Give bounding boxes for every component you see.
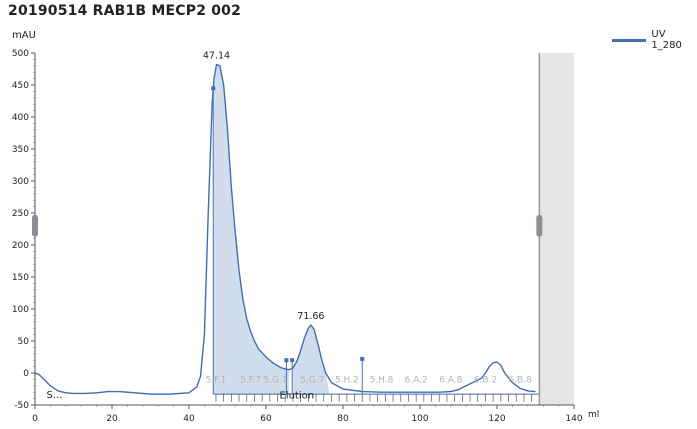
x-axis-label: ml bbox=[588, 410, 599, 420]
y-tick-label: 350 bbox=[12, 145, 29, 155]
x-tick-label: 40 bbox=[183, 414, 195, 424]
x-tick-label: 60 bbox=[260, 414, 272, 424]
peak-annotation: 47.14 bbox=[203, 51, 230, 62]
x-tick-label: 100 bbox=[411, 414, 428, 424]
y-tick-label: 450 bbox=[12, 81, 29, 91]
fraction-label: 5.F.7 bbox=[240, 376, 261, 386]
y-tick-label: 400 bbox=[12, 113, 29, 123]
fraction-label: 5.H.2 bbox=[335, 376, 359, 386]
fraction-label: 5.H.8 bbox=[370, 376, 394, 386]
fraction-label: 5.F.1 bbox=[205, 376, 226, 386]
peak-boundary-marker bbox=[211, 86, 216, 91]
y-tick-label: 100 bbox=[12, 305, 29, 315]
fraction-label: 5.G.1 bbox=[264, 376, 288, 386]
y-axis-unit-label: mAU bbox=[12, 30, 36, 41]
legend-swatch bbox=[612, 38, 647, 42]
fraction-label: 6.A.8 bbox=[439, 376, 462, 386]
y-tick-label: 150 bbox=[12, 273, 29, 283]
peak-area-2 bbox=[292, 325, 330, 395]
legend[interactable]: UV 1_280 bbox=[612, 29, 697, 51]
fraction-label: 6.A.2 bbox=[405, 376, 428, 386]
y-tick-label: 0 bbox=[23, 369, 29, 379]
y-tick-label: 50 bbox=[18, 337, 30, 347]
event-marker bbox=[284, 358, 289, 363]
event-label-start: S... bbox=[47, 390, 63, 401]
x-tick-label: 0 bbox=[32, 414, 38, 424]
y-tick-label: 200 bbox=[12, 241, 29, 251]
run-end-region bbox=[539, 53, 574, 405]
x-tick-label: 20 bbox=[106, 414, 118, 424]
y-axis-range-handle[interactable] bbox=[32, 214, 38, 237]
y-tick-label: 300 bbox=[12, 177, 29, 187]
x-tick-label: 80 bbox=[337, 414, 349, 424]
peak-area-1 bbox=[213, 64, 290, 395]
event-marker bbox=[290, 358, 295, 363]
y-tick-label: 500 bbox=[12, 49, 29, 59]
peak-annotation: 71.66 bbox=[297, 311, 324, 322]
y-tick-label: 250 bbox=[12, 209, 29, 219]
y-tick-label: -50 bbox=[14, 401, 29, 411]
event-label-elution: Elution bbox=[279, 391, 314, 402]
chart-title: 20190514 RAB1B MECP2 002 bbox=[8, 3, 242, 19]
series-line-uv[interactable] bbox=[34, 63, 536, 395]
x-tick-label: 140 bbox=[565, 414, 582, 424]
fraction-label: 5.G.7 bbox=[300, 376, 324, 386]
run-end-range-handle[interactable] bbox=[536, 214, 543, 237]
x-tick-label: 120 bbox=[488, 414, 505, 424]
fraction-label: 6.B.8 bbox=[508, 376, 532, 386]
fraction-label: 6.B.2 bbox=[474, 376, 497, 386]
event-marker bbox=[360, 356, 365, 361]
legend-label: UV 1_280 bbox=[651, 29, 682, 51]
